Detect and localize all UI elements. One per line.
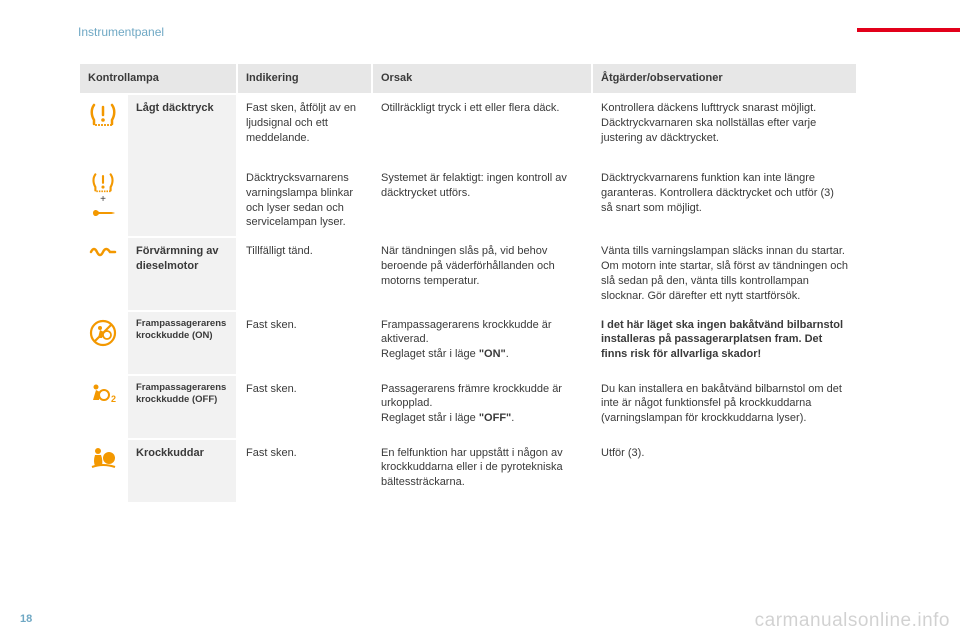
- th-actions: Åtgärder/observationer: [592, 63, 857, 94]
- cell-actions: Vänta tills varningslampan släcks innan …: [592, 237, 857, 310]
- cell-actions: Däcktryckvarnarens funktion kan inte län…: [592, 164, 857, 237]
- page-number: 18: [20, 613, 32, 625]
- cause-line: Reglaget står i läge: [381, 348, 479, 360]
- cell-cause: Passagerarens främre krockkudde är urkop…: [372, 375, 592, 439]
- row-label: Krockkuddar: [127, 439, 237, 503]
- airbag-on-icon: [88, 318, 118, 348]
- glow-plug-icon: [88, 244, 118, 260]
- table-row: Frampassagerarens krockkudde (ON) Fast s…: [79, 311, 857, 375]
- icon-cell: [79, 237, 127, 310]
- watermark: carmanualsonline.info: [755, 610, 950, 632]
- section-title: Instrumentpanel: [78, 25, 164, 39]
- cell-actions: Utför (3).: [592, 439, 857, 503]
- cell-indication: Tillfälligt tänd.: [237, 237, 372, 310]
- cell-cause: När tändningen slås på, vid behov beroen…: [372, 237, 592, 310]
- th-indication: Indikering: [237, 63, 372, 94]
- row-label: Frampassagerarens krockkudde (ON): [127, 311, 237, 375]
- plus-icon: +: [100, 195, 106, 205]
- table-row: Krockkuddar Fast sken. En felfunktion ha…: [79, 439, 857, 503]
- svg-text:2: 2: [111, 394, 116, 404]
- icon-cell: +: [79, 164, 127, 237]
- row-label: Förvärmning av dieselmotor: [127, 237, 237, 310]
- cell-actions: Kontrollera däckens lufttryck snarast mö…: [592, 94, 857, 164]
- tpms-icon: [88, 101, 118, 127]
- cell-indication: Fast sken, åtföljt av en ljudsignal och …: [237, 94, 372, 164]
- wrench-icon: [90, 207, 116, 219]
- cell-indication: Fast sken.: [237, 439, 372, 503]
- icon-cell: [79, 311, 127, 375]
- table-row: Lågt däcktryck Fast sken, åtföljt av en …: [79, 94, 857, 164]
- cell-indication: Däcktrycksvarnarens varningslampa blinka…: [237, 164, 372, 237]
- cause-line: Passagerarens främre krockkudde är urkop…: [381, 383, 562, 410]
- cell-actions: I det här läget ska ingen bakåtvänd bilb…: [592, 311, 857, 375]
- cell-cause: En felfunktion har uppstått i någon av k…: [372, 439, 592, 503]
- icon-cell: [79, 94, 127, 164]
- th-cause: Orsak: [372, 63, 592, 94]
- cause-state: "OFF": [479, 412, 511, 424]
- cause-line: .: [511, 412, 514, 424]
- cause-line: Frampassagerarens krockkudde är aktivera…: [381, 319, 552, 346]
- cause-line: Reglaget står i läge: [381, 412, 479, 424]
- row-label: Lågt däcktryck: [127, 94, 237, 237]
- icon-cell: [79, 439, 127, 503]
- cell-cause: Otillräckligt tryck i ett eller flera dä…: [372, 94, 592, 164]
- cell-indication: Fast sken.: [237, 311, 372, 375]
- cell-actions: Du kan installera en bakåtvänd bilbarnst…: [592, 375, 857, 439]
- tpms-icon: [90, 171, 116, 193]
- cell-cause: Frampassagerarens krockkudde är aktivera…: [372, 311, 592, 375]
- th-lamp: Kontrollampa: [79, 63, 237, 94]
- accent-stripe: [857, 28, 960, 32]
- table-row: 2 Frampassagerarens krockkudde (OFF) Fas…: [79, 375, 857, 439]
- warning-lamp-table: Kontrollampa Indikering Orsak Åtgärder/o…: [78, 62, 858, 504]
- table-header-row: Kontrollampa Indikering Orsak Åtgärder/o…: [79, 63, 857, 94]
- cell-cause: Systemet är felaktigt: ingen kontroll av…: [372, 164, 592, 237]
- icon-cell: 2: [79, 375, 127, 439]
- table-row: Förvärmning av dieselmotor Tillfälligt t…: [79, 237, 857, 310]
- row-label: Frampassagerarens krockkudde (OFF): [127, 375, 237, 439]
- cause-state: "ON": [479, 348, 506, 360]
- airbag-icon: [88, 446, 118, 470]
- cause-line: .: [506, 348, 509, 360]
- cell-indication: Fast sken.: [237, 375, 372, 439]
- airbag-off-icon: 2: [88, 382, 118, 404]
